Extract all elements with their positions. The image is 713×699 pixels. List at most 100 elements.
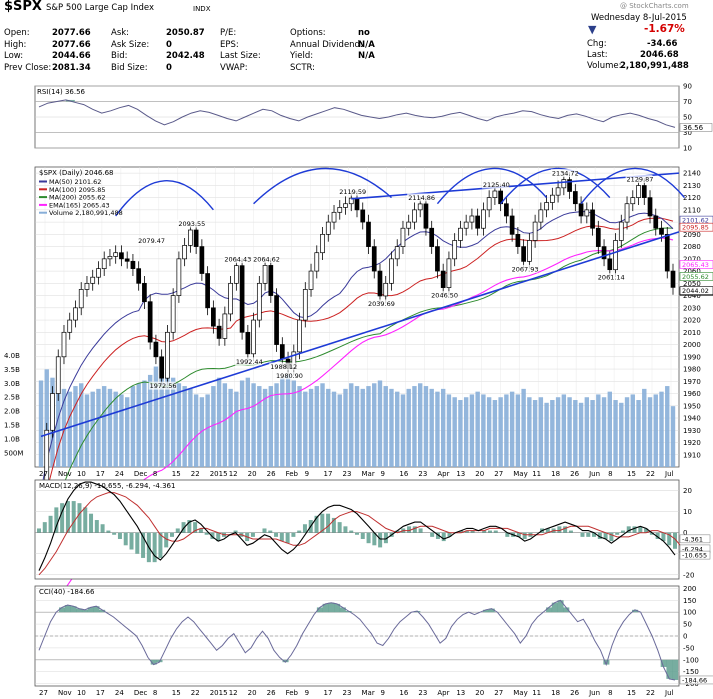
candle-body	[188, 229, 193, 246]
x-axis-label: 10	[77, 689, 86, 697]
candle-body	[509, 215, 515, 235]
macd-histogram-bar	[447, 532, 452, 537]
volume-bar	[291, 380, 296, 467]
price-tick-label: 2080	[683, 243, 701, 251]
volume-bar	[619, 402, 624, 467]
candle-body	[142, 282, 147, 303]
candle-body	[199, 246, 205, 274]
candle-body	[90, 276, 96, 284]
volume-bar	[216, 377, 222, 467]
macd-histogram-bar	[366, 532, 371, 544]
price-title: $SPX (Daily) 2046.68	[39, 169, 113, 177]
price-tick-label: 2030	[683, 304, 701, 312]
macd-histogram-bar	[505, 532, 510, 537]
volume-bar	[383, 386, 388, 467]
field-label: EPS:	[220, 39, 239, 50]
candle-body	[532, 221, 538, 241]
macd-histogram-bar	[250, 532, 255, 537]
candle-body	[515, 233, 521, 247]
volume-bar	[423, 386, 429, 467]
volume-axis-label: 2.5B	[4, 394, 20, 402]
candle-body	[383, 282, 389, 297]
price-annotation: 1988.12	[270, 363, 297, 371]
annotation-bg	[407, 193, 435, 202]
x-axis-label: Apr	[437, 470, 449, 478]
candle-body	[165, 331, 170, 379]
candle-body	[647, 197, 653, 217]
candle-body	[440, 270, 446, 288]
candle-body	[331, 211, 337, 223]
volume-bar	[498, 397, 503, 467]
cci-overbought-fill	[551, 602, 558, 613]
price-value-box	[679, 272, 713, 281]
price-tick-label: 1970	[683, 378, 701, 386]
x-axis-label: 23	[343, 689, 352, 697]
x-axis-label: May	[513, 470, 527, 478]
macd-histogram-bar	[314, 515, 319, 533]
x-axis-label: Apr	[437, 689, 449, 697]
candle-body	[84, 282, 90, 290]
macd-histogram-bar	[123, 532, 128, 546]
price-annotation: 2119.59	[339, 188, 366, 196]
candle-body	[377, 270, 383, 297]
candle-body	[274, 295, 279, 345]
candle-body	[400, 227, 406, 247]
candle-body	[78, 289, 84, 309]
candle-body	[268, 265, 274, 296]
x-axis-label: 15	[172, 689, 181, 697]
macd-histogram-bar	[175, 528, 180, 533]
cci-title: CCI(40) -184.66	[39, 588, 95, 596]
volume-bar	[412, 386, 417, 467]
cci-tick-label: -150	[683, 668, 699, 676]
macd-histogram-bar	[89, 513, 94, 533]
rsi-value-box	[679, 123, 713, 132]
volume-bar	[193, 394, 199, 467]
field-value: no	[358, 28, 370, 38]
price-value-label: 2044.02	[682, 287, 709, 295]
candle-body	[549, 194, 555, 203]
macd-histogram-bar	[169, 532, 174, 537]
macd-title: MACD(12,26,9) -10.655, -6.294, -4.361	[39, 482, 175, 490]
candle-body	[417, 203, 423, 211]
candle-body	[159, 356, 165, 379]
cci-value-box	[679, 675, 713, 685]
volume-bar	[297, 386, 302, 467]
quote-date: Wednesday 8-Jul-2015	[591, 13, 687, 23]
cci-oversold-fill	[666, 659, 673, 679]
x-axis-label: 13	[456, 689, 465, 697]
macd-histogram-bar	[620, 530, 625, 533]
macd-value-label: -4.361	[682, 535, 703, 543]
cci-oversold-fill	[672, 659, 679, 680]
macd-histogram-bar	[597, 532, 602, 539]
price-annotation: 1972.56	[150, 382, 177, 390]
volume-bar	[251, 383, 256, 467]
macd-histogram-bar	[383, 532, 388, 544]
macd-histogram-bar	[360, 532, 365, 539]
volume-bar	[84, 394, 90, 467]
field-value: 2077.66	[52, 39, 91, 50]
candle-body	[584, 209, 590, 217]
candle-body	[107, 256, 113, 260]
volume-bar	[377, 380, 383, 467]
annotation-bg	[596, 273, 624, 282]
volume-bar	[435, 391, 440, 467]
annotation-bg	[481, 180, 509, 189]
macd-histogram-bar	[470, 530, 475, 533]
volume-bar	[630, 394, 635, 467]
price-annotation: 2067.93	[512, 265, 539, 273]
volume-bar	[538, 397, 544, 467]
volume-bar	[211, 386, 216, 467]
legend-entry: MA(200) 2055.62	[49, 194, 105, 202]
x-axis-label: Jun	[588, 689, 600, 697]
volume-bar	[79, 383, 84, 467]
candle-body	[659, 227, 664, 235]
macd-histogram-bar	[274, 532, 279, 537]
volume-label: Volume:	[587, 61, 622, 71]
volume-bar	[320, 383, 325, 467]
price-tick-label: 2120	[683, 194, 701, 202]
volume-bar	[228, 388, 233, 467]
volume-bar	[73, 386, 78, 467]
macd-histogram-bar	[407, 526, 412, 533]
volume-bar	[578, 402, 584, 467]
macd-histogram-bar	[609, 532, 614, 542]
